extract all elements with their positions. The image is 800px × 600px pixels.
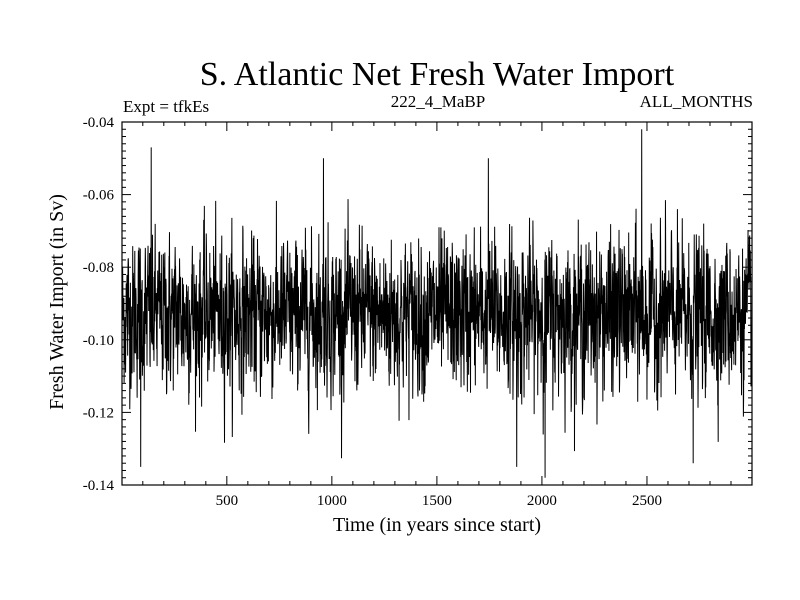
y-tick-label: -0.08 bbox=[83, 260, 114, 276]
plot-area bbox=[121, 121, 753, 486]
months-label: ALL_MONTHS bbox=[640, 92, 753, 111]
x-tick-label: 500 bbox=[216, 493, 239, 509]
y-tick-label: -0.12 bbox=[83, 405, 114, 421]
y-axis: -0.04 -0.06 -0.08 -0.10 -0.12 -0.14 bbox=[83, 115, 752, 494]
x-tick-label: 1500 bbox=[422, 493, 452, 509]
y-tick-label: -0.10 bbox=[83, 333, 114, 349]
y-axis-label: Fresh Water Import (in Sv) bbox=[46, 194, 68, 410]
x-tick-label: 2500 bbox=[632, 493, 662, 509]
run-id-label: 222_4_MaBP bbox=[391, 92, 485, 111]
y-tick-label: -0.04 bbox=[83, 115, 115, 131]
x-tick-label: 2000 bbox=[527, 493, 557, 509]
series-line bbox=[121, 129, 753, 478]
y-tick-label: -0.14 bbox=[83, 478, 115, 494]
x-tick-label: 1000 bbox=[317, 493, 347, 509]
x-axis-label: Time (in years since start) bbox=[333, 514, 541, 536]
experiment-label: Expt = tfkEs bbox=[123, 97, 209, 116]
y-tick-label: -0.06 bbox=[83, 188, 115, 204]
x-axis: 500 1000 1500 2000 2500 bbox=[142, 122, 732, 509]
chart-title: S. Atlantic Net Fresh Water Import bbox=[200, 56, 675, 93]
